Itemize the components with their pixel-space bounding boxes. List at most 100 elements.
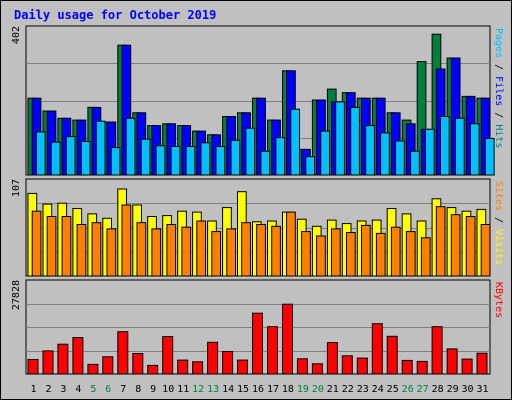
kbytes-bar bbox=[282, 303, 293, 375]
kbytes-bar bbox=[431, 326, 443, 375]
kbytes-bar bbox=[476, 352, 488, 375]
kbytes-bar bbox=[72, 337, 84, 375]
chart-title: Daily usage for October 2019 bbox=[14, 8, 216, 22]
pages-files-hits-panel: 402 Pages / Files / Hits bbox=[11, 25, 504, 176]
pages-bar bbox=[110, 147, 121, 176]
pages-bar bbox=[455, 117, 465, 176]
kbytes-panel: 27828 KBytes bbox=[11, 279, 504, 375]
pages-bar bbox=[305, 156, 315, 176]
x-tick-label: 24 bbox=[372, 384, 384, 395]
pages-bar bbox=[125, 117, 136, 176]
sites-bar bbox=[151, 228, 162, 277]
pages-bar bbox=[275, 137, 286, 176]
pages-bar bbox=[484, 137, 495, 176]
pages-bar bbox=[365, 125, 375, 176]
kbytes-bar bbox=[446, 348, 458, 375]
pages-bar bbox=[440, 116, 450, 176]
pages-bar bbox=[80, 140, 91, 176]
kbytes-bar bbox=[371, 323, 383, 375]
x-tick-label: 15 bbox=[237, 384, 249, 395]
pages-bar bbox=[215, 146, 226, 176]
sites-bar bbox=[316, 235, 326, 277]
sites-bar bbox=[166, 224, 177, 277]
pages-bar bbox=[425, 128, 435, 176]
pages-files-hits-ymax-label: 402 bbox=[11, 26, 22, 44]
kbytes-bar bbox=[252, 312, 263, 375]
pages-bar bbox=[260, 150, 271, 176]
x-tick-label: 29 bbox=[447, 384, 459, 395]
kbytes-side-label: KBytes bbox=[493, 282, 504, 318]
pages-bar bbox=[230, 139, 241, 176]
sites-bar bbox=[390, 226, 401, 277]
sites-bar bbox=[46, 216, 57, 277]
sites-bar bbox=[465, 216, 476, 277]
x-tick-label: 27 bbox=[417, 384, 429, 395]
kbytes-bar bbox=[341, 355, 353, 375]
pages-bar bbox=[50, 141, 61, 176]
kbytes-bar bbox=[87, 363, 99, 375]
sites-bar bbox=[136, 222, 147, 277]
kbytes-bar bbox=[237, 359, 248, 375]
x-tick-label: 30 bbox=[461, 384, 473, 395]
x-tick-label: 10 bbox=[162, 384, 174, 395]
x-tick-label: 21 bbox=[327, 384, 339, 395]
sites-bar bbox=[226, 228, 237, 277]
sites-bar bbox=[435, 206, 446, 277]
kbytes-bar bbox=[311, 363, 323, 375]
x-tick-label: 31 bbox=[476, 384, 488, 395]
sites-bar bbox=[405, 231, 416, 277]
sites-bar bbox=[346, 232, 356, 277]
sites-bar bbox=[31, 210, 42, 277]
kbytes-bar bbox=[147, 364, 159, 375]
sites-bar bbox=[420, 237, 431, 277]
pages-bar bbox=[35, 131, 46, 176]
pages-bar bbox=[469, 123, 480, 176]
pages-bar bbox=[65, 136, 76, 176]
x-tick-label: 16 bbox=[252, 384, 264, 395]
pages-bar bbox=[335, 101, 345, 176]
kbytes-bar bbox=[401, 359, 413, 375]
sites-bar bbox=[256, 224, 266, 277]
sites-bar bbox=[61, 216, 72, 277]
pages-bar bbox=[140, 138, 151, 176]
sites-bar bbox=[181, 226, 192, 277]
x-tick-label: 14 bbox=[222, 384, 234, 395]
kbytes-ymax-label: 27828 bbox=[11, 280, 22, 310]
kbytes-bar bbox=[177, 359, 189, 375]
pages-bar bbox=[410, 150, 420, 176]
x-tick-label: 1 bbox=[30, 384, 36, 395]
x-tick-label: 19 bbox=[297, 384, 309, 395]
sites-bar bbox=[301, 231, 311, 277]
x-tick-label: 17 bbox=[267, 384, 279, 395]
x-tick-label: 13 bbox=[207, 384, 219, 395]
x-axis-labels: 1 2 3 4 5 6 7 8 9 10 11 12 13 14 15 16 17 18 19 20 21 22 23 24 2… bbox=[30, 384, 488, 395]
kbytes-bar bbox=[386, 335, 398, 375]
x-tick-label: 26 bbox=[402, 384, 414, 395]
kbytes-bar bbox=[356, 357, 368, 375]
pages-bar bbox=[320, 130, 330, 176]
x-tick-label: 28 bbox=[432, 384, 444, 395]
kbytes-bar bbox=[461, 358, 473, 375]
kbytes-bar bbox=[102, 356, 114, 375]
x-tick-label: 25 bbox=[387, 384, 399, 395]
kbytes-bar bbox=[267, 326, 278, 375]
pages-files-hits-side-label: Pages / Files / Hits bbox=[493, 28, 504, 148]
x-tick-label: 7 bbox=[120, 384, 126, 395]
x-tick-label: 6 bbox=[105, 384, 111, 395]
kbytes-bar bbox=[27, 359, 39, 375]
kbytes-bar bbox=[222, 351, 234, 375]
pages-bar bbox=[170, 146, 181, 176]
pages-bar bbox=[185, 146, 196, 176]
x-tick-label: 22 bbox=[342, 384, 354, 395]
x-tick-label: 9 bbox=[150, 384, 156, 395]
sites-visits-panel: 107 Sites / Visits bbox=[11, 178, 504, 277]
pages-bar bbox=[95, 120, 106, 176]
pages-bar bbox=[380, 132, 390, 176]
pages-bar bbox=[200, 142, 211, 176]
kbytes-bar bbox=[132, 353, 144, 375]
x-tick-label: 11 bbox=[177, 384, 189, 395]
pages-bar bbox=[245, 127, 256, 176]
sites-visits-ymax-label: 107 bbox=[11, 179, 22, 197]
kbytes-bar bbox=[57, 343, 69, 375]
